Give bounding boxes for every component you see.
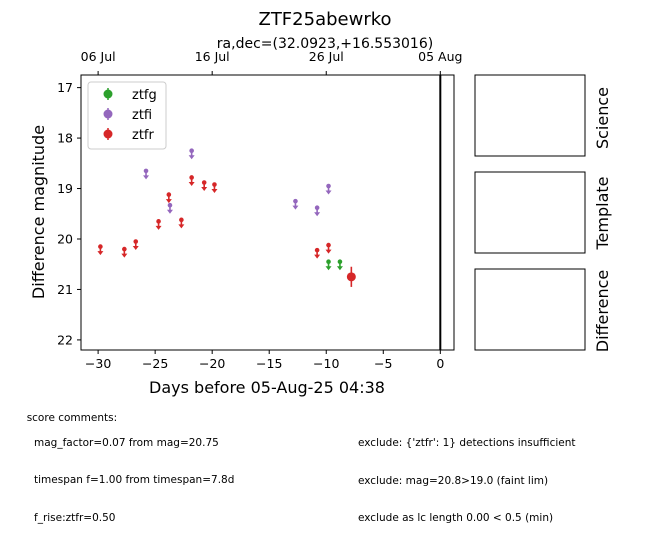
upper-limit-arrow [188,181,195,186]
difference-panel-label: Difference [593,270,612,352]
y-tick-label: 19 [57,181,73,196]
top-tick-label: 16 Jul [195,49,230,64]
template-panel [474,171,586,254]
upper-limit-arrow [97,251,104,256]
top-tick-label: 05 Aug [418,49,462,64]
upper-limit-arrow [166,209,173,214]
legend-marker [103,129,113,139]
exclude-comment-line: exclude: {'ztfr': 1} detections insuffic… [358,437,576,449]
upper-limit-arrow [201,187,208,191]
lightcurve-figure: ZTF25abewrko ra,dec=(32.0923,+16.553016)… [29,9,612,397]
y-tick-label: 21 [57,282,73,297]
top-tick-label: 26 Jul [309,49,344,64]
legend-label: ztfg [132,88,157,103]
upper-limit-arrow [336,266,343,271]
upper-limit-arrow [314,254,321,259]
legend-label: ztfi [132,108,152,123]
template-panel-label: Template [593,176,612,250]
plot-area [80,74,455,351]
upper-limit-arrow [165,199,172,204]
upper-limit-arrow [325,266,332,271]
detection-point [346,272,356,282]
science-panel [474,74,586,157]
upper-limit-arrow [178,224,185,229]
score-comment-line: timespan f=1.00 from timespan=7.8d [34,474,235,486]
score-comments: score comments: mag_factor=0.07 from mag… [20,399,235,537]
y-tick-label: 17 [57,80,73,95]
x-tick-label: −20 [199,356,225,371]
legend-label: ztfr [132,128,154,143]
x-tick-label: −10 [313,356,339,371]
figure-title: ZTF25abewrko [258,9,391,30]
legend: ztfg ztfi ztfr [87,81,167,150]
x-tick-label: −5 [374,356,392,371]
upper-limit-arrow [132,246,139,251]
x-tick-label: 0 [436,356,444,371]
top-tick-label: 06 Jul [81,49,116,64]
upper-limit-arrow [325,190,332,195]
x-tick-label: −30 [85,356,111,371]
legend-marker [103,109,113,119]
legend-marker [103,89,113,99]
upper-limit-arrow [314,212,321,217]
x-axis-label: Days before 05-Aug-25 04:38 [149,378,385,397]
upper-limit-arrow [211,189,218,194]
score-comment-line: mag_factor=0.07 from mag=20.75 [34,436,219,449]
upper-limit-arrow [143,175,150,180]
x-tick-label: −25 [142,356,168,371]
upper-limit-arrow [121,253,128,258]
upper-limit-arrow [325,249,332,254]
difference-panel [474,268,586,351]
score-comment-line: f_rise:ztfr=0.50 [34,511,116,524]
figure-subtitle: ra,dec=(32.0923,+16.553016) [217,36,433,52]
y-tick-label: 20 [57,231,73,246]
exclude-comment-line: exclude as lc length 0.00 < 0.5 (min) [358,512,554,524]
exclude-comments: exclude: {'ztfr': 1} detections insuffic… [358,412,576,537]
exclude-comment-line: exclude: mag=20.8>19.0 (faint lim) [358,474,549,487]
y-axis-label: Difference magnitude [29,125,48,299]
science-panel-label: Science [593,87,612,149]
y-tick-label: 18 [57,131,73,146]
upper-limit-arrow [188,155,195,160]
upper-limit-arrow [292,205,299,210]
upper-limit-arrow [155,225,162,230]
score-comments-header: score comments: [26,411,118,424]
x-tick-label: −15 [256,356,282,371]
y-tick-label: 22 [57,332,73,347]
